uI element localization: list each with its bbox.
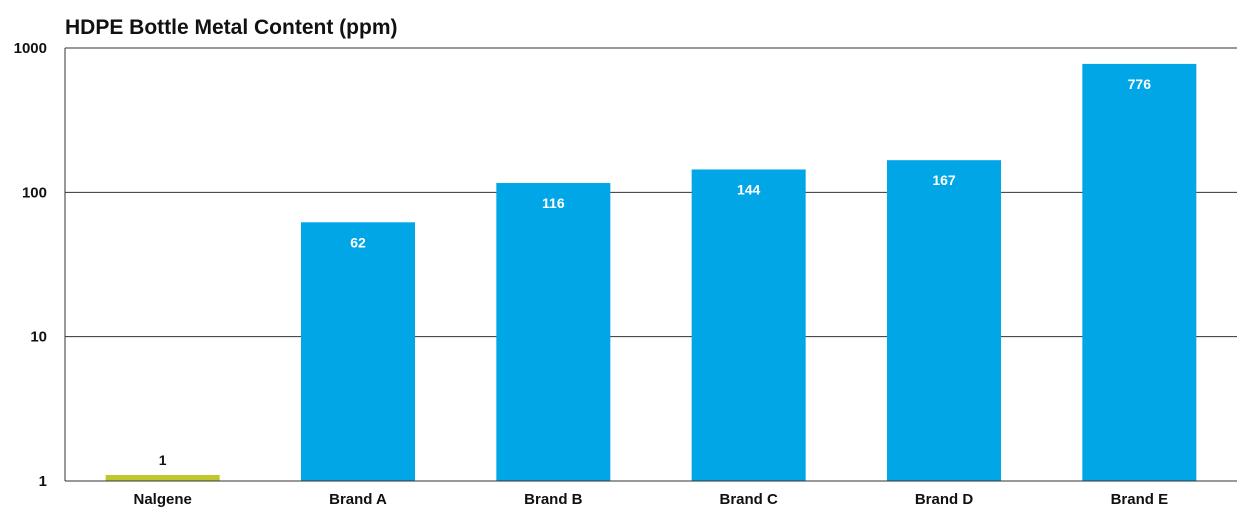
x-tick-label: Brand A	[329, 491, 387, 508]
bar-nalgene	[105, 475, 220, 481]
x-tick-label: Nalgene	[133, 491, 191, 508]
x-tick-label: Brand B	[524, 491, 583, 508]
bar-brand-a	[301, 222, 415, 481]
y-tick-label: 10	[30, 329, 47, 346]
bar-brand-b	[496, 183, 611, 481]
bar-brand-d	[887, 160, 1001, 481]
grid-lines	[65, 47, 1237, 338]
y-tick-label: 100	[22, 184, 47, 201]
labels: 1 10 100 1000 1 Nalgene 62 Brand A 116 Brand B 144…	[14, 40, 1168, 508]
data-label: 116	[542, 195, 565, 211]
data-label: 144	[737, 181, 761, 197]
data-label: 1	[159, 452, 167, 468]
bar-brand-c	[691, 169, 806, 481]
x-tick-label: Brand E	[1111, 491, 1169, 508]
axes	[64, 48, 1237, 482]
data-label: 62	[350, 234, 366, 250]
data-label: 776	[1128, 76, 1152, 92]
chart-title: HDPE Bottle Metal Content (ppm)	[65, 16, 398, 39]
data-label: 167	[932, 172, 956, 188]
x-tick-label: Brand C	[719, 491, 778, 508]
bars	[105, 63, 1197, 481]
y-tick-label: 1000	[14, 40, 47, 57]
x-tick-label: Brand D	[915, 491, 974, 508]
bar-brand-e	[1082, 63, 1197, 481]
y-tick-label: 1	[39, 473, 47, 490]
